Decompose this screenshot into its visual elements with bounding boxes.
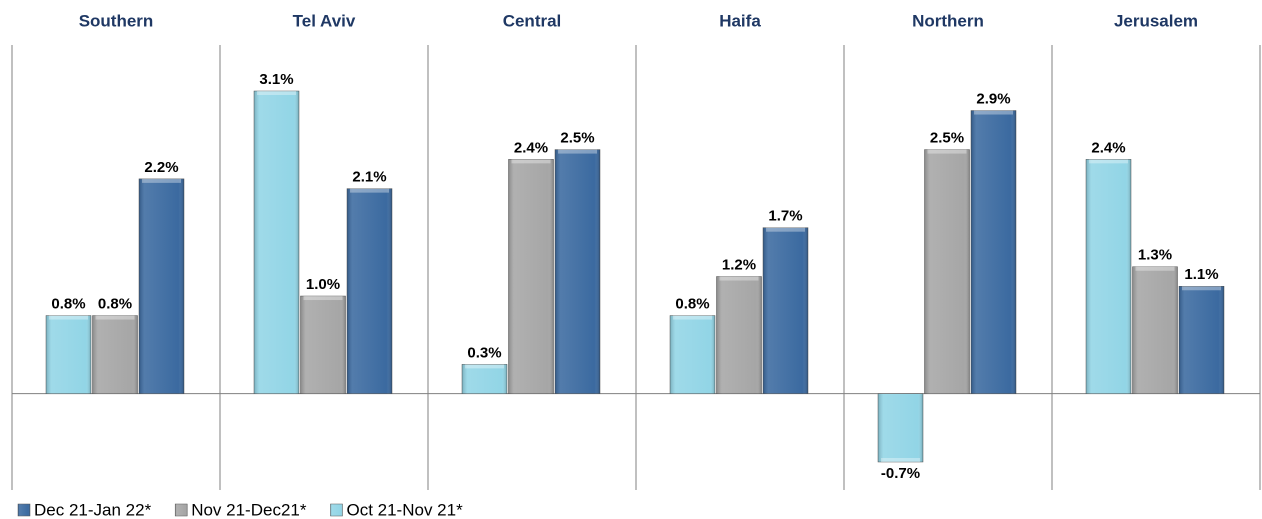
bar [92,315,138,394]
bar [669,315,716,394]
bar [138,178,185,394]
bar [1132,266,1178,394]
value-label: 1.1% [1184,266,1218,283]
bar [45,315,92,394]
panel-title: Southern [79,11,154,30]
value-label: 0.3% [467,344,501,361]
value-label: 2.9% [976,90,1010,107]
bar [554,149,601,394]
panel-title: Northern [912,11,984,30]
bar [508,159,554,394]
value-label: 2.2% [144,159,178,176]
panel-title: Central [503,11,562,30]
bar-bevel [1182,286,1221,291]
bar [253,90,300,394]
value-label: 3.1% [259,71,293,88]
bar [970,110,1017,394]
bar-bevel [881,458,920,462]
value-label: -0.7% [881,465,920,482]
bar [1085,159,1132,394]
bar-bevel [49,315,88,320]
bar-bevel [974,110,1013,115]
bar-bevel [766,227,805,232]
value-label: 1.0% [306,276,340,293]
legend-marker-shade [330,504,343,516]
panel-title: Haifa [719,11,761,30]
bar-bevel [673,315,712,320]
bar-bevel [257,91,296,95]
legend-label: Oct 21-Nov 21* [346,500,463,519]
value-label: 2.5% [930,130,964,147]
value-label: 2.1% [352,169,386,186]
bar [346,188,393,394]
bar-bevel [142,178,181,183]
legend-marker-shade [175,504,188,516]
value-label: 1.2% [722,256,756,273]
value-label: 2.4% [1091,139,1125,156]
value-label: 0.8% [51,296,85,313]
bar [1178,286,1225,394]
bar-bevel [927,149,967,154]
value-label: 1.7% [768,208,802,225]
bar [762,227,809,394]
bar-bevel [303,296,343,301]
bar-bevel [511,159,551,164]
bar [716,276,762,394]
bar-bevel [558,149,597,154]
legend-label: Nov 21-Dec21* [191,500,307,519]
value-label: 1.3% [1138,247,1172,264]
bar [924,149,970,394]
bar [461,364,508,394]
legend-marker-shade [18,504,30,516]
bar-bevel [1135,266,1175,271]
legend-label: Dec 21-Jan 22* [34,500,152,519]
bar-bevel [465,364,504,369]
panel-title: Jerusalem [1114,11,1198,30]
value-label: 2.4% [514,139,548,156]
bar-bevel [1089,159,1128,164]
bar [877,393,924,463]
value-label: 0.8% [98,296,132,313]
bar [300,295,346,394]
value-label: 0.8% [675,296,709,313]
bar-bevel [350,188,389,193]
value-label: 2.5% [560,130,594,147]
panel-title: Tel Aviv [293,11,356,30]
bar-bevel [95,315,135,320]
bar-bevel [719,276,759,281]
